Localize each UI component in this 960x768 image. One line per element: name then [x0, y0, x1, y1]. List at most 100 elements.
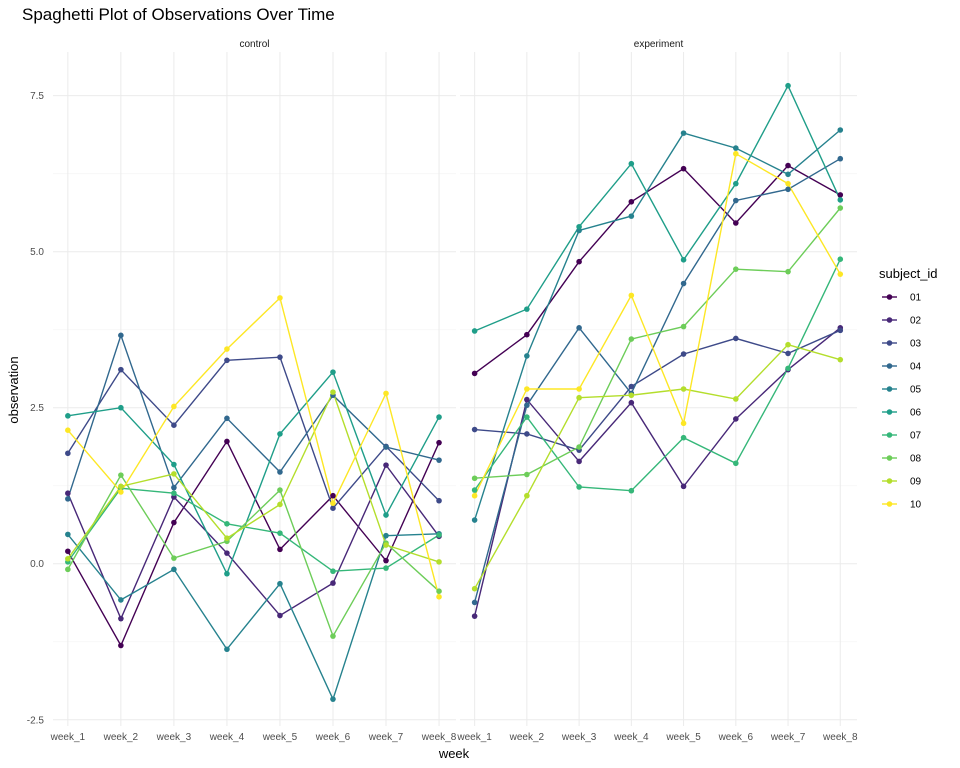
- point-experiment-07-week_4: [628, 487, 635, 494]
- point-control-04-week_7: [383, 444, 389, 450]
- point-experiment-06-week_6: [733, 180, 739, 187]
- x-tick-label: week_8: [421, 732, 457, 743]
- x-tick-label: week_4: [209, 732, 245, 743]
- point-control-08-week_2: [118, 472, 124, 478]
- point-experiment-10-week_8: [837, 271, 844, 277]
- point-experiment-06-week_2: [524, 306, 530, 312]
- legend-key-point: [886, 386, 893, 392]
- point-experiment-06-week_1: [471, 328, 478, 334]
- point-experiment-02-week_4: [628, 399, 635, 406]
- legend-label: 06: [910, 408, 922, 419]
- point-experiment-08-week_5: [680, 323, 687, 330]
- point-control-05-week_4: [224, 646, 230, 653]
- point-experiment-01-week_2: [524, 331, 530, 338]
- point-control-01-week_6: [330, 492, 336, 499]
- point-control-02-week_7: [383, 462, 389, 468]
- point-experiment-09-week_8: [837, 356, 844, 363]
- point-control-10-week_5: [277, 295, 283, 301]
- legend-key-point: [886, 432, 893, 438]
- point-control-01-week_5: [277, 546, 283, 553]
- point-experiment-06-week_4: [628, 160, 635, 167]
- x-tick-label: week_7: [770, 732, 806, 743]
- x-tick-label: week_7: [368, 732, 404, 743]
- point-experiment-05-week_6: [733, 145, 739, 151]
- point-experiment-09-week_3: [576, 394, 582, 401]
- point-experiment-10-week_3: [576, 386, 582, 392]
- x-tick-label: week_6: [718, 732, 754, 743]
- point-experiment-04-week_3: [576, 325, 582, 331]
- point-experiment-01-week_8: [837, 192, 844, 198]
- strip-label-control: control: [239, 39, 269, 50]
- legend-label: 09: [910, 477, 922, 488]
- panels: control week_1 week_2 week_3 week_4 week_5 wee…: [27, 39, 858, 743]
- point-experiment-06-week_8: [837, 197, 844, 203]
- point-control-03-week_3: [171, 422, 177, 428]
- legend-label: 04: [910, 362, 922, 373]
- point-experiment-10-week_6: [733, 150, 739, 157]
- point-control-05-week_3: [171, 566, 177, 573]
- line-experiment-06: [474, 84, 841, 332]
- legend-label: 10: [910, 500, 922, 511]
- y-axis-ticks: -2.5 0.0 2.5 5.0 7.5: [27, 91, 45, 726]
- legend-key-point: [886, 455, 893, 461]
- point-experiment-08-week_2: [524, 471, 530, 478]
- line-control-09: [67, 390, 440, 563]
- series-lines: [473, 84, 841, 617]
- point-experiment-04-week_2: [524, 402, 530, 409]
- point-control-03-week_2: [118, 366, 124, 373]
- line-control-07: [67, 487, 440, 572]
- legend-item-05: 05: [882, 385, 922, 396]
- point-experiment-03-week_6: [733, 335, 739, 342]
- point-experiment-01-week_7: [785, 162, 791, 169]
- point-experiment-10-week_2: [524, 386, 530, 392]
- point-experiment-02-week_2: [524, 396, 530, 403]
- line-experiment-02: [473, 327, 841, 617]
- point-control-07-week_5: [277, 530, 283, 536]
- legend-label: 01: [910, 293, 922, 304]
- point-experiment-07-week_7: [785, 365, 791, 372]
- point-control-08-week_8: [436, 588, 442, 594]
- point-control-10-week_7: [383, 390, 389, 397]
- legend-label: 02: [910, 316, 922, 327]
- point-control-06-week_8: [436, 414, 442, 420]
- point-control-07-week_7: [383, 565, 389, 571]
- point-control-04-week_1: [65, 496, 71, 502]
- point-control-03-week_8: [436, 497, 442, 504]
- series-points: [65, 295, 442, 702]
- point-control-10-week_2: [118, 489, 124, 495]
- point-experiment-01-week_6: [733, 220, 739, 226]
- point-experiment-03-week_4: [628, 383, 635, 390]
- point-control-02-week_2: [118, 615, 124, 622]
- point-control-09-week_6: [330, 389, 336, 395]
- point-experiment-06-week_5: [680, 257, 687, 263]
- point-control-01-week_8: [436, 439, 442, 446]
- line-control-04: [67, 333, 440, 500]
- point-control-02-week_1: [65, 490, 71, 497]
- point-experiment-07-week_1: [471, 487, 478, 493]
- legend-label: 08: [910, 454, 922, 465]
- point-experiment-01-week_1: [471, 370, 478, 377]
- point-experiment-07-week_5: [680, 434, 687, 441]
- point-experiment-02-week_1: [471, 613, 478, 619]
- point-control-03-week_6: [330, 505, 336, 511]
- line-control-02: [67, 463, 440, 621]
- strip-label-experiment: experiment: [634, 39, 684, 50]
- point-experiment-09-week_7: [785, 341, 791, 348]
- legend-item-03: 03: [882, 339, 922, 350]
- point-experiment-07-week_2: [524, 414, 530, 420]
- point-control-10-week_6: [330, 500, 336, 507]
- legend-key-point: [886, 478, 893, 484]
- point-experiment-05-week_7: [785, 171, 791, 178]
- point-control-08-week_3: [171, 555, 177, 561]
- point-control-03-week_5: [277, 354, 283, 360]
- point-experiment-03-week_5: [680, 351, 687, 357]
- point-experiment-02-week_5: [680, 483, 687, 490]
- x-tick-label: week_5: [665, 732, 701, 743]
- line-experiment-10: [473, 152, 841, 497]
- legend-item-02: 02: [882, 316, 922, 327]
- series-lines: [67, 296, 440, 702]
- point-experiment-02-week_3: [576, 458, 582, 465]
- point-control-09-week_1: [65, 555, 71, 562]
- point-control-04-week_3: [171, 484, 177, 491]
- point-experiment-04-week_7: [785, 186, 791, 193]
